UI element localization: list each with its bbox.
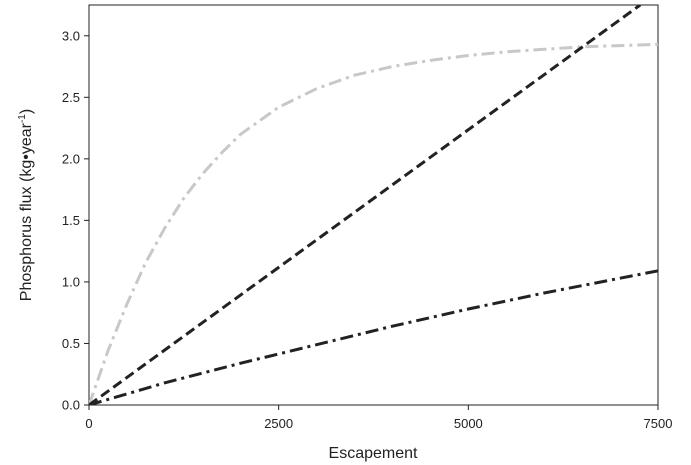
y-axis-title: Phosphorus flux (kg•year-1): [17, 109, 35, 301]
x-tick-label: 2500: [264, 416, 293, 431]
y-tick-label: 2.0: [62, 151, 80, 166]
x-tick-label: 7500: [644, 416, 673, 431]
y-tick-label: 2.5: [62, 90, 80, 105]
series-line-2: [89, 5, 642, 405]
y-axis-title-bullet: •: [18, 154, 35, 160]
y-axis-title-pre: Phosphorus flux (kg: [18, 160, 35, 301]
y-axis-ticks: 0.0 0.5 1.0 1.5 2.0 2.5 3.0: [62, 28, 89, 413]
y-tick-label: 0.5: [62, 336, 80, 351]
series-lines: [89, 5, 658, 405]
series-line-3: [89, 269, 658, 405]
y-axis-title-mid: year: [18, 122, 35, 154]
y-tick-label: 3.0: [62, 28, 80, 43]
x-axis-ticks: 0 2500 5000 7500: [85, 405, 672, 431]
x-tick-label: 0: [85, 416, 92, 431]
x-axis-title: Escapement: [329, 445, 418, 462]
y-axis-title-sup: -1: [17, 114, 28, 123]
y-tick-label: 0.0: [62, 398, 80, 413]
y-axis-title-post: ): [18, 109, 35, 114]
x-tick-label: 5000: [454, 416, 483, 431]
plot-frame: [88, 4, 659, 406]
y-tick-label: 1.5: [62, 213, 80, 228]
series-line-1: [89, 42, 658, 405]
y-tick-label: 1.0: [62, 274, 80, 289]
